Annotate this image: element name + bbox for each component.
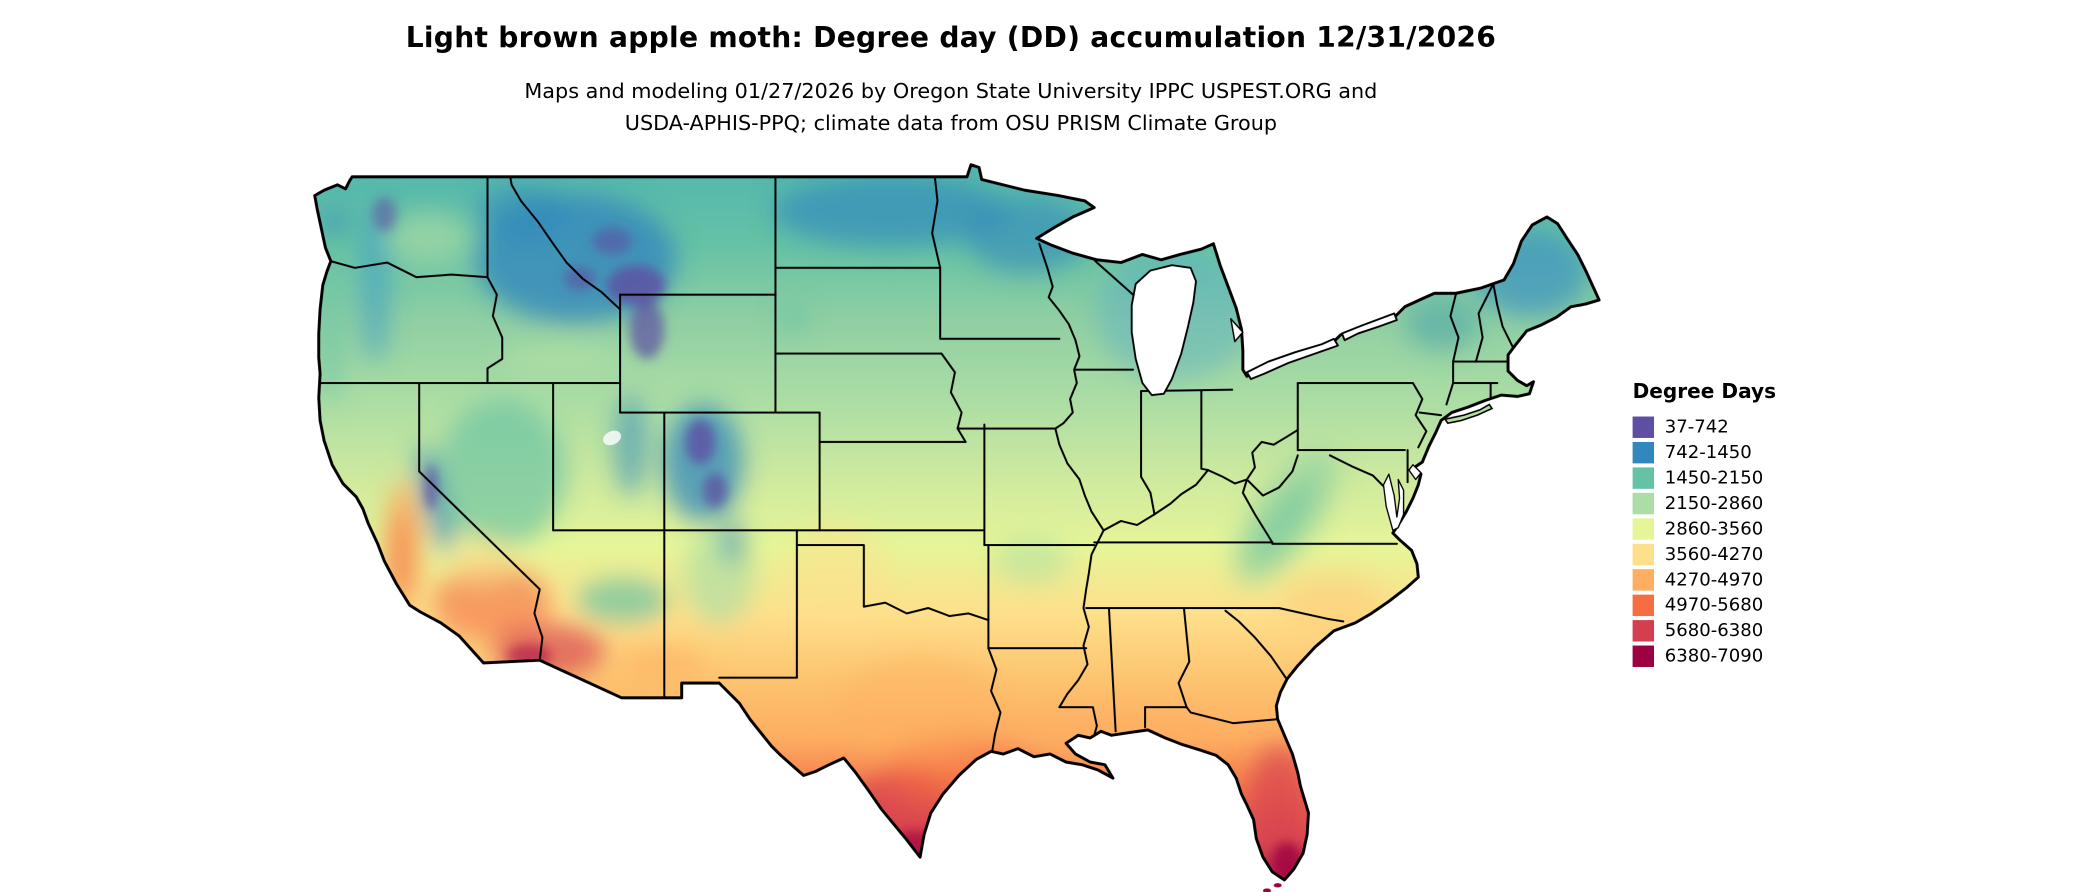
legend-label: 1450-2150 [1664,466,1764,489]
great-salt-lake [603,430,622,446]
great-lakes [1130,264,1422,532]
header: Light brown apple moth: Degree day (DD) … [0,21,1902,139]
lake-michigan [1130,264,1197,397]
legend-swatch [1632,441,1655,463]
saginaw-bay [1230,318,1244,343]
legend-swatch [1632,492,1655,514]
state-borders [319,175,1515,752]
legend-item: 1450-2150 [1632,465,1777,490]
legend-item: 2860-3560 [1632,516,1777,541]
legend-swatch [1632,517,1655,540]
legend-swatch [1632,466,1655,489]
legend: Degree Days 37-742 742-1450 1450-2150 2150-… [1632,379,1777,668]
legend-item: 6380-7090 [1632,643,1777,668]
legend-items: 37-742 742-1450 1450-2150 2150-2860 2860-356… [1632,414,1777,668]
us-degree-day-map [313,163,1601,892]
legend-label: 742-1450 [1664,441,1752,463]
legend-label: 5680-6380 [1664,619,1764,641]
legend-item: 3560-4270 [1632,541,1777,566]
legend-label: 2860-3560 [1664,517,1764,540]
subtitle-line-1: Maps and modeling 01/27/2026 by Oregon S… [524,79,1378,104]
legend-swatch [1632,593,1655,616]
legend-label: 37-742 [1664,415,1729,438]
delaware-bay [1408,464,1422,481]
legend-label: 6380-7090 [1664,644,1764,667]
long-island [1443,403,1494,425]
legend-item: 742-1450 [1632,439,1777,464]
legend-swatch [1632,644,1655,667]
legend-label: 4970-5680 [1664,593,1764,616]
subtitle-line-2: USDA-APHIS-PPQ; climate data from OSU PR… [624,111,1278,136]
legend-swatch [1632,619,1655,641]
florida-keys [1262,883,1282,892]
legend-swatch [1632,568,1655,590]
legend-swatch [1632,543,1655,565]
legend-label: 4270-4970 [1664,568,1764,590]
legend-title: Degree Days [1632,379,1777,404]
legend-item: 37-742 [1632,414,1777,439]
legend-swatch [1632,415,1655,438]
legend-item: 5680-6380 [1632,617,1777,642]
legend-item: 2150-2860 [1632,490,1777,515]
legend-label: 3560-4270 [1664,543,1764,565]
lake-ontario [1341,312,1398,342]
legend-item: 4970-5680 [1632,592,1777,617]
legend-item: 4270-4970 [1632,567,1777,592]
chesapeake-bay [1382,473,1405,532]
lake-erie [1245,337,1339,380]
page-title: Light brown apple moth: Degree day (DD) … [405,21,1497,54]
legend-label: 2150-2860 [1664,492,1764,514]
